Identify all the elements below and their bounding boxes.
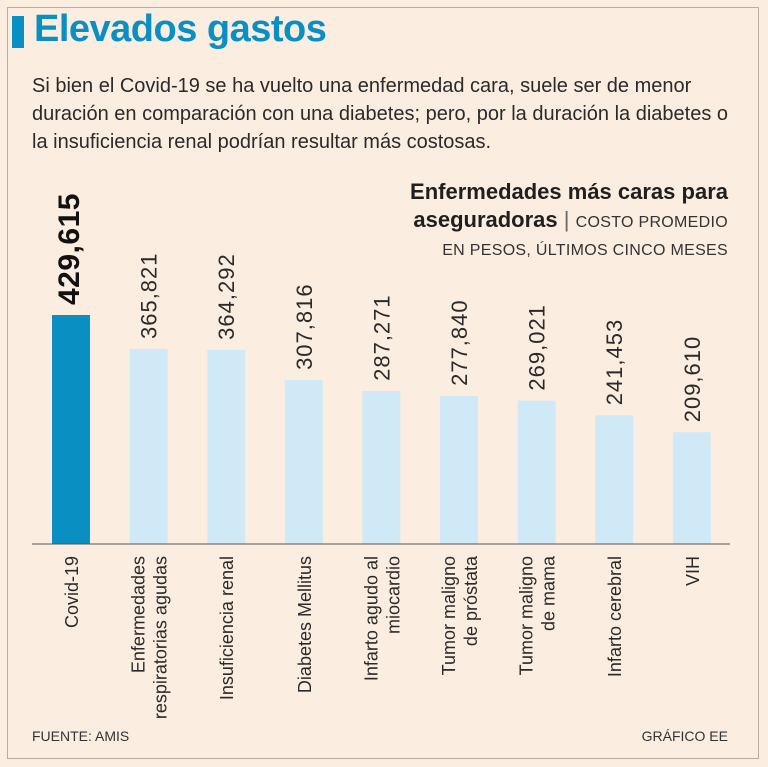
value-label-1: 429,615	[53, 193, 86, 305]
bar-4	[284, 379, 323, 544]
bar-2	[129, 349, 168, 544]
bar-3	[207, 349, 246, 544]
chart-title: Enfermedades más caras para aseguradoras…	[410, 178, 728, 265]
value-label-7: 269,021	[525, 304, 550, 391]
bar-9	[672, 432, 711, 544]
category-label-2-line2: respiratorias agudas	[151, 556, 171, 719]
chart-title-line2-wrap: aseguradoras | COSTO PROMEDIO	[410, 206, 728, 237]
category-label-4: Diabetes Mellitus	[295, 556, 315, 693]
graphic-credit: GRÁFICO EE	[641, 728, 728, 744]
category-label-3: Insuficiencia renal	[217, 556, 237, 700]
bar-1	[52, 315, 90, 544]
intro-text: Si bien el Covid-19 se ha vuelto una enf…	[32, 75, 729, 153]
category-label-8: Infarto cerebral	[605, 556, 625, 677]
bar-8	[595, 415, 634, 544]
bar-6	[440, 395, 478, 544]
title-accent-bar	[12, 16, 24, 48]
bar-5	[362, 390, 401, 544]
category-label-7-line1: Tumor maligno	[517, 556, 537, 675]
chart-frame	[7, 7, 759, 759]
value-label-2: 365,821	[137, 252, 162, 339]
category-label-2-line1: Enfermedades	[129, 556, 149, 673]
value-label-9: 209,610	[680, 336, 705, 423]
chart-subtitle-line1: COSTO PROMEDIO	[575, 214, 728, 231]
category-label-5-line1: Infarto agudo al	[361, 556, 381, 681]
chart-title-line1: Enfermedades más caras para	[410, 179, 728, 204]
value-label-8: 241,453	[602, 319, 627, 406]
category-label-7-line2: de mama	[539, 555, 559, 631]
chart-title-separator: |	[563, 207, 570, 232]
category-label-6-line1: Tumor maligno	[439, 556, 459, 675]
source-note: FUENTE: AMIS	[32, 728, 130, 744]
value-label-6: 277,840	[447, 299, 472, 386]
value-label-4: 307,816	[292, 283, 317, 370]
category-label-6-line2: de próstata	[461, 555, 481, 646]
category-label-5-line2: miocardio	[383, 556, 403, 634]
chart-subtitle-line2: EN PESOS, ÚLTIMOS CINCO MESES	[442, 242, 728, 259]
value-label-5: 287,271	[369, 294, 394, 381]
category-label-9: VIH	[683, 556, 703, 586]
value-label-3: 364,292	[214, 253, 239, 340]
chart-title-line2: aseguradoras	[413, 207, 558, 232]
category-label-1: Covid-19	[62, 556, 82, 628]
page-title: Elevados gastos	[34, 8, 327, 50]
bar-7	[517, 400, 556, 544]
